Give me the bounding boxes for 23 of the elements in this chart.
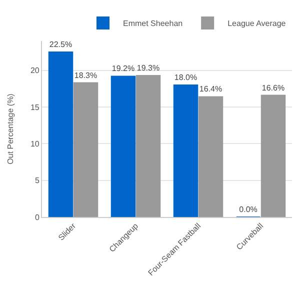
data-label: 0.0% — [239, 205, 258, 214]
bar — [260, 94, 286, 217]
data-label: 16.4% — [199, 84, 222, 94]
y-tick-label: 0 — [34, 212, 40, 222]
y-tick-label: 20 — [30, 66, 40, 76]
bar — [73, 82, 98, 217]
y-tick-label: 5 — [34, 176, 40, 186]
data-label: 16.6% — [262, 83, 285, 92]
data-label: 18.3% — [74, 70, 98, 80]
legend-label: League Average — [228, 19, 286, 28]
bar — [173, 84, 198, 217]
y-tick-label: 10 — [30, 139, 40, 148]
data-label: 19.3% — [136, 63, 160, 72]
bar — [136, 74, 161, 217]
legend-label: Emmet Sheehan — [123, 19, 183, 28]
bar — [198, 96, 224, 217]
data-label: 18.0% — [174, 73, 198, 82]
bar — [110, 76, 136, 217]
data-label: 19.2% — [112, 64, 135, 74]
y-tick-label: 15 — [30, 102, 40, 112]
y-axis-title: Out Percentage (%) — [6, 93, 16, 164]
bar — [48, 52, 74, 217]
data-label: 22.5% — [49, 40, 72, 49]
